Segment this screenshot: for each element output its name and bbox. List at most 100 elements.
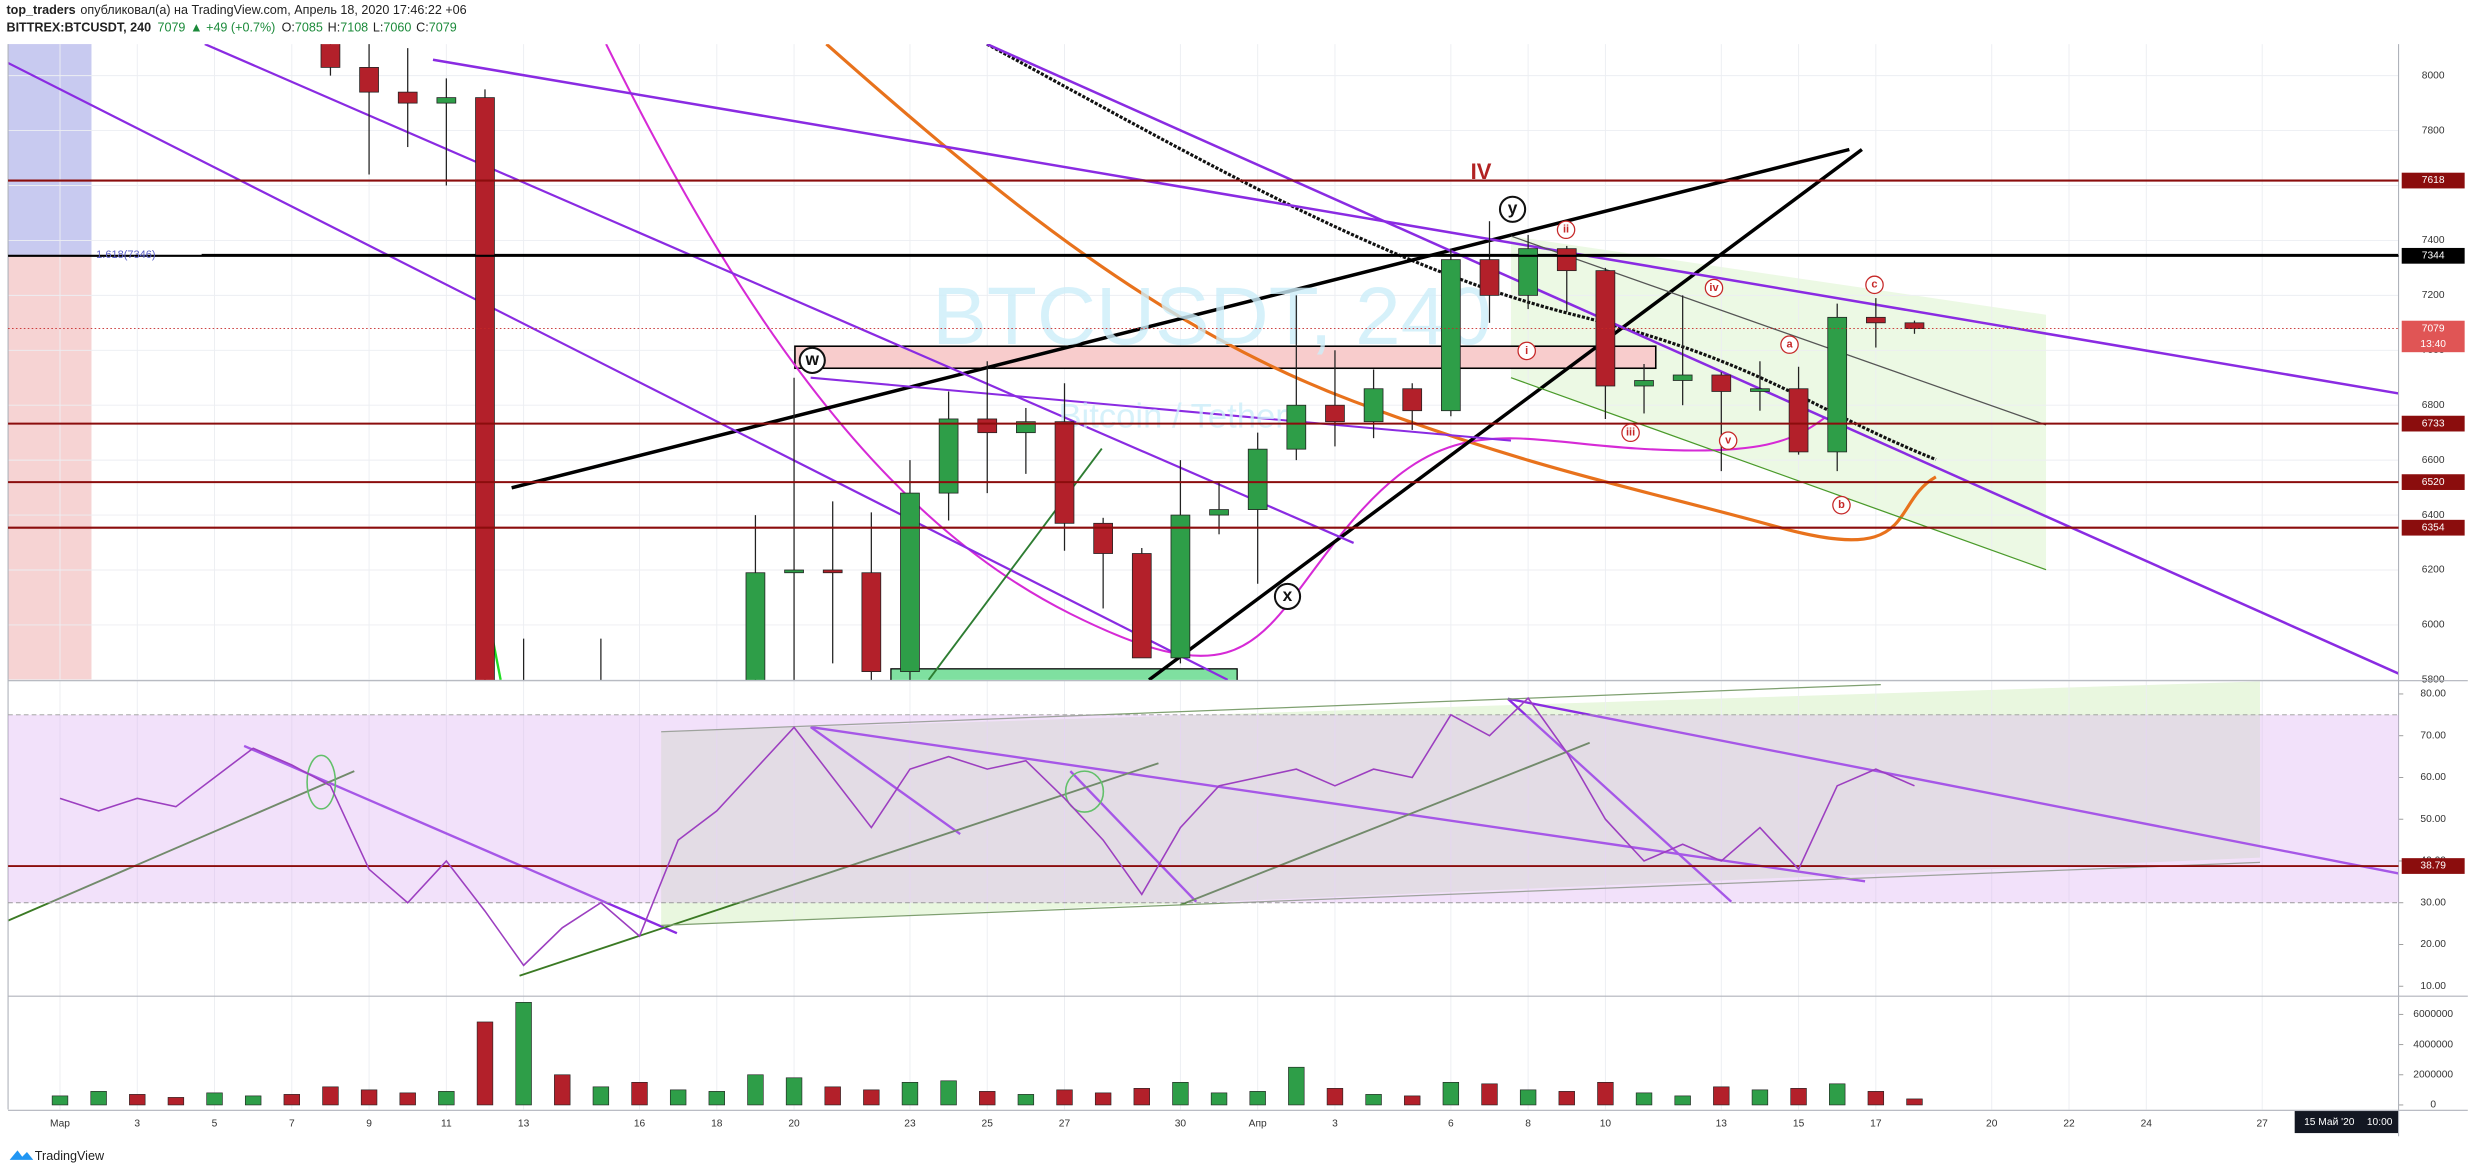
volume-bar: [476, 1021, 494, 1106]
candle-body: [1247, 448, 1268, 510]
volume-bar: [1519, 1089, 1537, 1106]
volume-bar: [1790, 1088, 1807, 1106]
wave-label: w: [805, 349, 820, 369]
volume-bar: [206, 1092, 223, 1106]
last-price-box: [2401, 320, 2465, 353]
channel-line: [1510, 377, 2047, 571]
x-tick-label: 25: [982, 1118, 994, 1129]
volume-bar: [1326, 1088, 1344, 1106]
countdown: 13:40: [2420, 339, 2446, 350]
trendline: [810, 725, 1866, 883]
moving-average: [825, 44, 1937, 542]
y-tick-label: 7200: [2422, 290, 2445, 301]
logo-text: TradingView: [35, 1149, 105, 1163]
candle-body: [1441, 259, 1461, 412]
trendline: [809, 726, 961, 836]
x-tick-label: 10: [1600, 1118, 1612, 1129]
candle-body: [1711, 374, 1732, 392]
level-label: 6733: [2422, 418, 2445, 429]
candle-body: [977, 418, 998, 434]
candle-body: [861, 572, 882, 673]
y-tick-label: 6000000: [2413, 1009, 2453, 1020]
volume-bar: [1172, 1081, 1189, 1106]
volume-bar: [901, 1081, 919, 1106]
candle-body: [938, 418, 959, 494]
time-clock: 10:00: [2367, 1117, 2393, 1128]
volume-bar: [1210, 1092, 1228, 1106]
level-label: 7344: [2422, 251, 2445, 262]
volume-bar: [1094, 1092, 1112, 1106]
volume-bar: [167, 1097, 185, 1106]
y-tick-label: 6800: [2422, 400, 2445, 411]
level-label-box: [2401, 519, 2465, 536]
highlight: [306, 754, 337, 810]
volume-bar: [940, 1080, 957, 1106]
channel-zone: [1510, 236, 2047, 570]
time-box: [2294, 1111, 2399, 1134]
y-tick-label: 6600: [2422, 455, 2445, 466]
y-tick-label: 4000000: [2413, 1039, 2453, 1050]
watermark: BTCUSDT, 240: [932, 271, 1491, 362]
candle-body: [1827, 316, 1848, 453]
wave-circle: [1556, 220, 1576, 240]
wave-label: a: [1786, 339, 1793, 351]
volume-bar: [554, 1074, 571, 1106]
trendline: [1069, 770, 1198, 903]
x-tick-label: 24: [2141, 1118, 2153, 1129]
volume-bar: [399, 1092, 416, 1106]
wave-label: b: [1838, 499, 1845, 511]
volume-bar: [1056, 1089, 1073, 1106]
x-tick-label: 18: [711, 1118, 723, 1129]
x-tick-label: 13: [518, 1118, 530, 1129]
fib-label: 1.618(7346): [96, 249, 155, 261]
x-tick-label: Мар: [50, 1118, 70, 1129]
panels: [8, 44, 2399, 1110]
level-label: 6520: [2422, 477, 2445, 488]
volume-bar: [1635, 1092, 1653, 1106]
candle-body: [1325, 404, 1345, 423]
x-tick-label: 7: [289, 1118, 295, 1129]
x-tick-label: 13: [1716, 1118, 1728, 1129]
trendline: [986, 44, 2399, 675]
zone-box: [890, 668, 1238, 680]
y-tick-label: 10.00: [2420, 981, 2446, 992]
volume-bar: [1829, 1083, 1846, 1106]
trendline: [1180, 741, 1591, 906]
candle-body: [1209, 509, 1229, 516]
candle-body: [1518, 248, 1538, 296]
l-label: L:: [373, 21, 383, 35]
volume-bar: [708, 1091, 725, 1106]
wave-label: iii: [1626, 427, 1635, 439]
y-tick-label: 6200: [2422, 565, 2445, 576]
header-line-2: BITTREX:BTCUSDT, 240 7079 ▲ +49 (+0.7%) O:7…: [6, 21, 456, 35]
header-line-1: top_traders опубликовал(а) на TradingView…: [6, 3, 466, 17]
volume-bar: [747, 1074, 764, 1106]
wave-circle: [1704, 278, 1724, 298]
x-tick-label: 20: [788, 1118, 800, 1129]
volume-bar: [592, 1086, 610, 1106]
rsi-level-box: [2401, 858, 2465, 874]
price: 7079: [157, 21, 185, 35]
candle-body: [475, 97, 495, 680]
volume-bar: [1442, 1081, 1460, 1106]
wave-label: x: [1283, 585, 1293, 605]
y-tick-label: 6400: [2422, 510, 2445, 521]
level-label: 7618: [2422, 175, 2445, 186]
y-tick-label: 20.00: [2420, 939, 2446, 950]
volume-bar: [1558, 1091, 1575, 1106]
candle-body: [1479, 259, 1500, 296]
level-label-box: [2401, 415, 2465, 432]
wave-circle: [1621, 423, 1640, 443]
symbol: BITTREX:BTCUSDT, 240: [6, 21, 151, 35]
volume-bar: [1481, 1083, 1498, 1106]
x-tick-label: 16: [634, 1118, 646, 1129]
trendline: [1507, 697, 2399, 875]
volume-bar: [1365, 1094, 1382, 1106]
trendline: [661, 861, 2261, 926]
candle-body: [1904, 322, 1925, 329]
candle-body: [1788, 388, 1809, 453]
y-tick-label: 2000000: [2413, 1069, 2453, 1080]
rsi-layer: [8, 696, 2399, 967]
